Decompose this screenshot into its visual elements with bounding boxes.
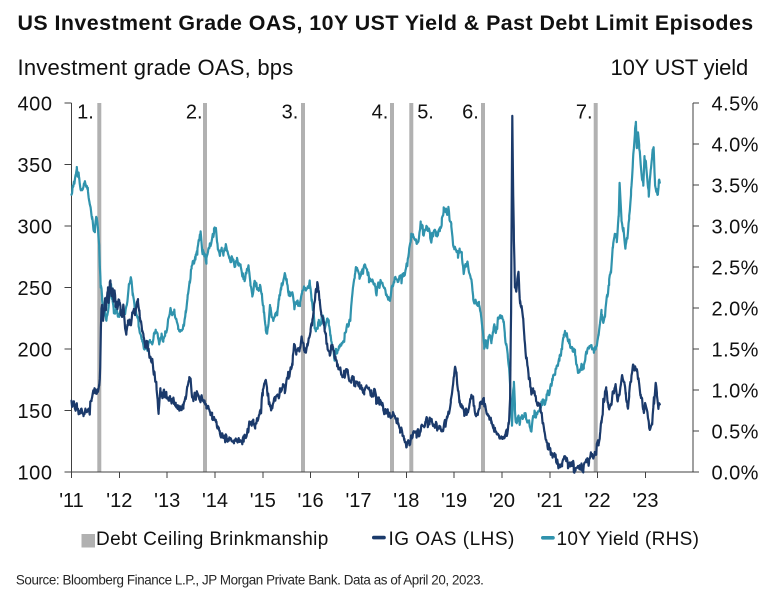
svg-text:2.0%: 2.0% <box>712 298 759 320</box>
svg-text:7.: 7. <box>576 102 593 124</box>
svg-text:200: 200 <box>17 339 52 361</box>
svg-text:'15: '15 <box>250 490 276 512</box>
svg-text:Debt Ceiling Brinkmanship: Debt Ceiling Brinkmanship <box>96 529 329 550</box>
svg-text:Source: Bloomberg Finance L.P.: Source: Bloomberg Finance L.P., JP Morga… <box>16 572 484 587</box>
svg-text:'22: '22 <box>585 490 611 512</box>
svg-text:1.: 1. <box>77 102 94 124</box>
svg-text:0.0%: 0.0% <box>712 462 759 484</box>
svg-text:2.5%: 2.5% <box>712 257 759 279</box>
svg-text:'16: '16 <box>298 490 324 512</box>
svg-text:4.5%: 4.5% <box>712 93 759 115</box>
svg-text:US Investment Grade OAS, 10Y U: US Investment Grade OAS, 10Y UST Yield &… <box>18 11 754 35</box>
svg-text:'20: '20 <box>489 490 515 512</box>
svg-text:'21: '21 <box>537 490 563 512</box>
svg-text:6.: 6. <box>462 102 479 124</box>
svg-text:'19: '19 <box>441 490 467 512</box>
svg-text:1.0%: 1.0% <box>712 380 759 402</box>
svg-text:IG OAS (LHS): IG OAS (LHS) <box>389 529 515 550</box>
svg-text:250: 250 <box>17 278 52 300</box>
svg-text:150: 150 <box>17 401 52 423</box>
svg-text:'13: '13 <box>154 490 180 512</box>
svg-text:1.5%: 1.5% <box>712 339 759 361</box>
svg-text:'17: '17 <box>345 490 371 512</box>
svg-text:4.: 4. <box>372 102 389 124</box>
svg-text:2.: 2. <box>186 102 203 124</box>
svg-text:400: 400 <box>17 93 52 115</box>
svg-text:300: 300 <box>17 216 52 238</box>
svg-text:3.0%: 3.0% <box>712 216 759 238</box>
svg-text:'18: '18 <box>393 490 419 512</box>
svg-text:Investment grade OAS, bps: Investment grade OAS, bps <box>18 55 294 80</box>
svg-text:100: 100 <box>17 462 52 484</box>
svg-text:'12: '12 <box>106 490 132 512</box>
svg-text:'23: '23 <box>632 490 658 512</box>
svg-text:5.: 5. <box>417 102 434 124</box>
svg-text:350: 350 <box>17 155 52 177</box>
svg-text:'11: '11 <box>59 490 84 512</box>
svg-text:3.: 3. <box>282 102 299 124</box>
svg-text:4.0%: 4.0% <box>712 134 759 156</box>
svg-text:3.5%: 3.5% <box>712 175 759 197</box>
svg-text:'14: '14 <box>202 490 228 512</box>
svg-text:10Y Yield (RHS): 10Y Yield (RHS) <box>557 529 700 550</box>
svg-text:0.5%: 0.5% <box>712 421 759 443</box>
svg-text:10Y UST yield: 10Y UST yield <box>611 55 748 80</box>
